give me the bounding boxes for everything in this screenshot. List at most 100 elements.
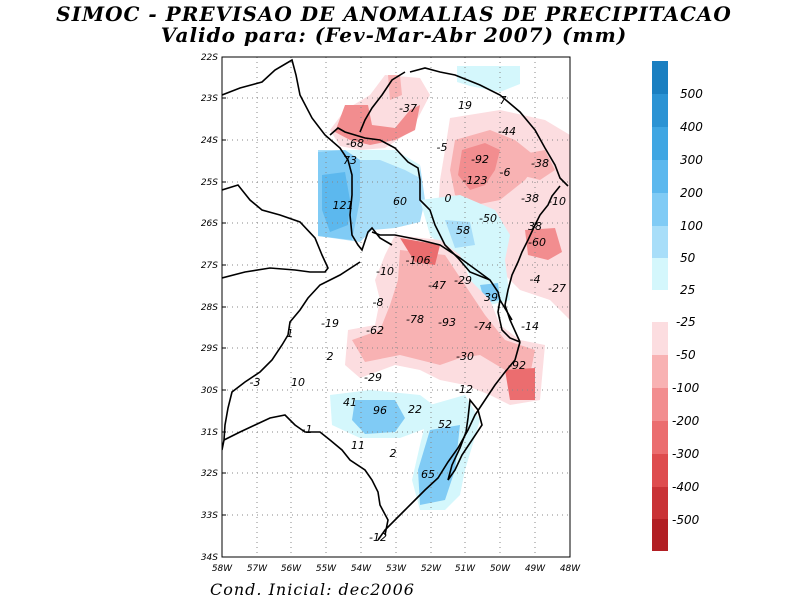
border-sao-paulo xyxy=(359,71,406,133)
station-values: -37 19 7 -68 -44 -5 73 -92 -38 -6 -123 0… xyxy=(250,94,566,544)
field-negative-southeast-patch xyxy=(525,228,562,260)
station-value: -30 xyxy=(456,350,474,363)
lat-label: 33S xyxy=(201,511,218,521)
lat-label: 24S xyxy=(201,136,218,146)
station-value: -123 xyxy=(463,174,488,187)
station-value: 96 xyxy=(373,404,387,417)
station-value: 73 xyxy=(343,154,357,167)
field-negative-south-core xyxy=(400,238,440,265)
station-value: -47 xyxy=(428,279,446,292)
lon-label: 53W xyxy=(386,564,407,574)
field-positive-west-max xyxy=(322,172,350,232)
station-value: -106 xyxy=(406,254,431,267)
station-value: -78 xyxy=(406,313,424,326)
station-value: 7 xyxy=(500,94,507,107)
legend-label: 100 xyxy=(680,219,703,233)
station-value: -38 xyxy=(521,192,539,205)
lon-label: 58W xyxy=(212,564,233,574)
station-value: -1 xyxy=(302,423,313,436)
station-value: -60 xyxy=(528,236,546,249)
map-title: SIMOC - PREVISAO DE ANOMALIAS DE PRECIPI… xyxy=(56,2,732,26)
station-value: 60 xyxy=(393,195,407,208)
station-value: -10 xyxy=(376,265,394,278)
legend-swatch xyxy=(652,487,668,519)
coastline-northeast xyxy=(409,67,569,187)
border-parana-state xyxy=(329,127,491,281)
field-negative-east-core xyxy=(458,143,500,190)
field-positive-west-light xyxy=(345,150,420,178)
map-subtitle: Valido para: (Fev-Mar-Abr 2007) (mm) xyxy=(160,23,628,47)
field-positive-central-core xyxy=(445,220,475,248)
legend-swatch xyxy=(652,519,668,551)
legend-label: -300 xyxy=(672,447,700,461)
legend-label: -500 xyxy=(672,513,700,527)
station-value: 11 xyxy=(351,439,365,452)
lon-label: 52W xyxy=(421,564,442,574)
station-value: -12 xyxy=(455,383,473,396)
legend-label: 500 xyxy=(680,87,703,101)
lat-label: 25S xyxy=(201,178,218,188)
lat-label: 23S xyxy=(201,94,218,104)
border-santa-catarina xyxy=(371,231,521,343)
legend-label: 200 xyxy=(680,186,703,200)
lat-label: 28S xyxy=(201,303,218,313)
legend-label: -200 xyxy=(672,414,700,428)
axis-ticks xyxy=(222,56,226,558)
station-value: -44 xyxy=(498,125,516,138)
station-value: -4 xyxy=(530,273,541,286)
initial-condition: Cond. Inicial: dec2006 xyxy=(210,580,415,599)
station-value: 10 xyxy=(291,376,305,389)
lat-label: 30S xyxy=(201,386,218,396)
legend-label: -100 xyxy=(672,381,700,395)
coastline-south xyxy=(377,341,521,541)
legend-swatch xyxy=(652,61,668,94)
legend-swatch xyxy=(652,226,668,258)
legend-swatch xyxy=(652,193,668,226)
legend-swatch xyxy=(652,127,668,160)
boundaries xyxy=(222,58,569,541)
station-value: -14 xyxy=(521,320,539,333)
station-value: -74 xyxy=(474,320,492,333)
legend-label: 25 xyxy=(680,283,695,297)
lon-label: 48W xyxy=(560,564,581,574)
legend-label: 300 xyxy=(680,153,703,167)
lat-label: 22S xyxy=(201,53,218,63)
station-value: -37 xyxy=(399,102,417,115)
station-value: 121 xyxy=(333,199,354,212)
field-negative-east-patch xyxy=(518,150,555,180)
coastline-east xyxy=(504,185,561,343)
legend-swatch xyxy=(652,421,668,454)
station-value: -5 xyxy=(437,141,448,154)
station-value: -29 xyxy=(364,371,382,384)
legend-swatch xyxy=(652,160,668,193)
station-value: -92 xyxy=(508,359,526,372)
station-value: -68 xyxy=(346,137,364,150)
color-legend: 500 400 300 200 100 50 25 -25 -50 -100 -… xyxy=(652,61,703,551)
station-value: 39 xyxy=(484,291,498,304)
lon-label: 51W xyxy=(455,564,476,574)
legend-swatch xyxy=(652,454,668,487)
lagoon-patos xyxy=(447,397,483,481)
station-value: -19 xyxy=(321,317,339,330)
station-value: 19 xyxy=(458,99,472,112)
lat-label: 29S xyxy=(201,344,218,354)
longitude-labels: 58W 57W 56W 55W 54W 53W 52W 51W 50W 49W … xyxy=(212,564,581,574)
station-value: 65 xyxy=(421,468,435,481)
lat-label: 32S xyxy=(201,469,218,479)
field-positive-southwest-core xyxy=(352,400,405,434)
legend-swatch xyxy=(652,258,668,290)
lat-label: 34S xyxy=(201,553,218,563)
field-positive-southeast-core xyxy=(418,425,460,505)
station-value: -92 xyxy=(471,153,489,166)
lon-label: 50W xyxy=(490,564,511,574)
legend-label: 50 xyxy=(680,251,696,265)
border-uruguay xyxy=(223,414,389,536)
station-value: 2 xyxy=(327,350,334,363)
grid-lines xyxy=(222,57,570,557)
station-value: 41 xyxy=(343,396,357,409)
legend-labels: 500 400 300 200 100 50 25 -25 -50 -100 -… xyxy=(672,87,703,527)
legend-label: -25 xyxy=(676,315,696,329)
station-value: 0 xyxy=(445,192,452,205)
inner-boundary xyxy=(499,299,513,321)
